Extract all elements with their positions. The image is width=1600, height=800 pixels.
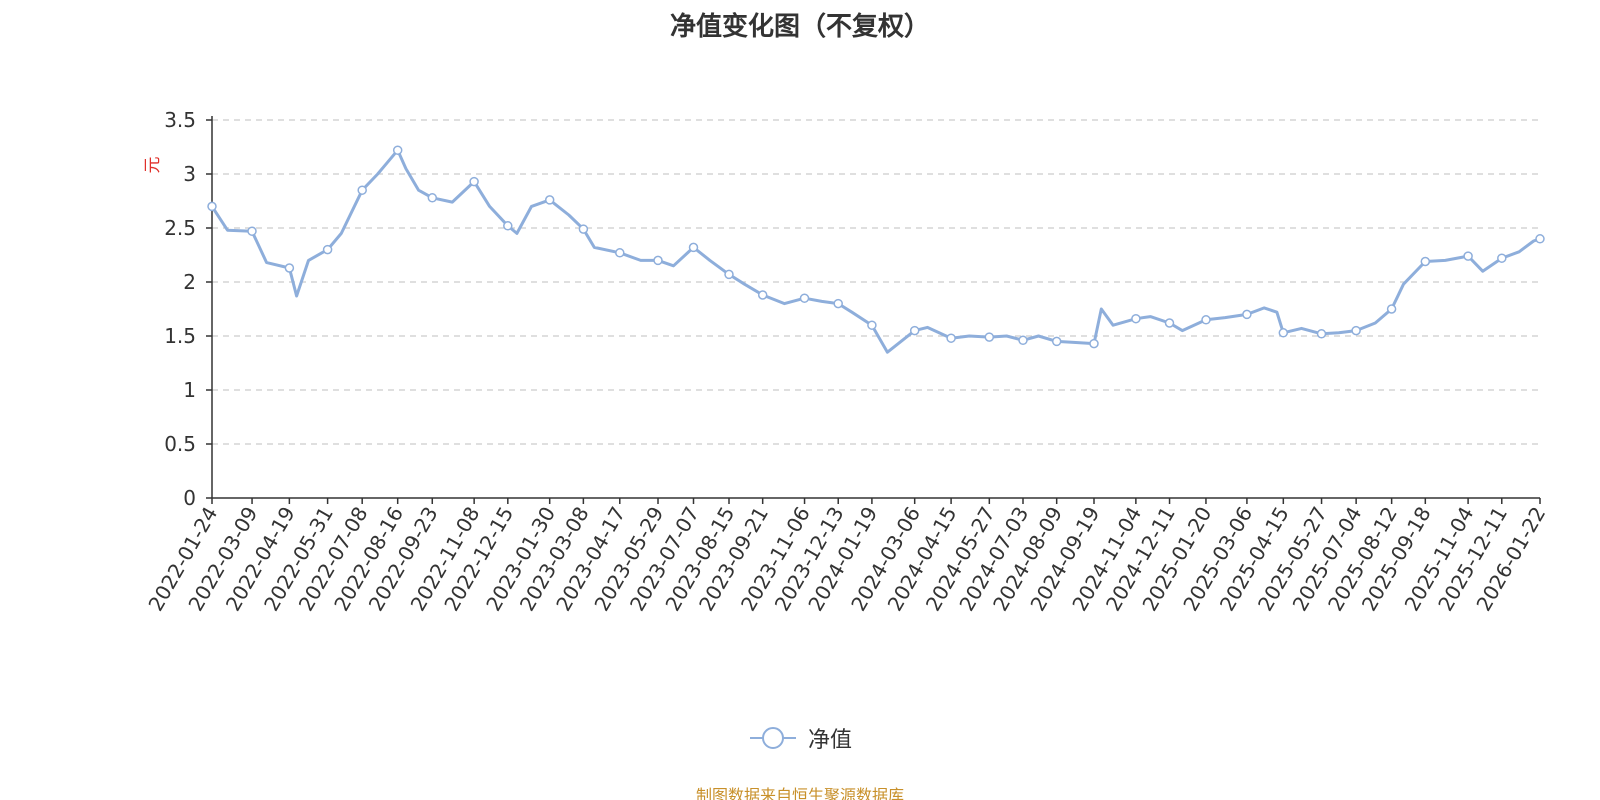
data-point (688, 242, 699, 253)
data-point (1089, 338, 1099, 349)
y-tick-label: 0.5 (164, 432, 196, 456)
data-point (833, 298, 843, 309)
data-point (1164, 318, 1175, 328)
data-point (469, 176, 479, 187)
data-point (1497, 253, 1507, 263)
series-line (210, 148, 1541, 354)
data-point (578, 224, 589, 234)
data-point (1242, 309, 1252, 320)
y-axis-label: 元 (143, 157, 163, 174)
legend[interactable]: 净值 (0, 722, 1600, 754)
data-point (427, 193, 438, 203)
data-point (653, 255, 663, 266)
data-point (984, 332, 995, 342)
data-point (946, 333, 956, 343)
data-point (1278, 328, 1289, 338)
source-note: 制图数据来自恒生聚源数据库 (695, 786, 904, 800)
data-point (1018, 335, 1028, 346)
data-point (909, 325, 920, 336)
data-point (392, 145, 403, 155)
data-point (284, 263, 295, 273)
y-tick-label: 1.5 (164, 324, 196, 348)
data-point (799, 293, 810, 303)
data-point (1463, 251, 1473, 261)
y-tick-label: 0 (183, 486, 196, 510)
legend-symbol-icon (749, 727, 796, 749)
data-point (615, 248, 625, 258)
data-point (207, 201, 217, 212)
data-point (322, 244, 333, 255)
y-tick-label: 2 (183, 270, 196, 294)
y-tick-label: 3.5 (164, 108, 196, 132)
y-tick-label: 2.5 (164, 216, 196, 240)
data-point (757, 290, 768, 300)
data-point (1201, 315, 1211, 325)
data-point (724, 269, 734, 280)
legend-label: 净值 (807, 728, 852, 753)
data-point (1051, 336, 1062, 347)
chart-title: 净值变化图（不复权） (669, 12, 930, 42)
data-point (247, 226, 257, 236)
data-point (1386, 304, 1397, 314)
data-point (867, 320, 877, 330)
data-point (503, 221, 513, 231)
data-point (357, 185, 367, 195)
y-tick-label: 1 (183, 378, 196, 402)
data-point (1316, 329, 1327, 339)
data-point (1535, 234, 1545, 244)
chart-canvas: 00.511.522.533.5元2022-01-242022-03-09202… (143, 108, 1550, 615)
data-point (1420, 256, 1431, 267)
data-point (1131, 313, 1141, 324)
y-tick-label: 3 (183, 162, 196, 186)
data-point (544, 195, 555, 205)
data-point (1351, 325, 1361, 336)
